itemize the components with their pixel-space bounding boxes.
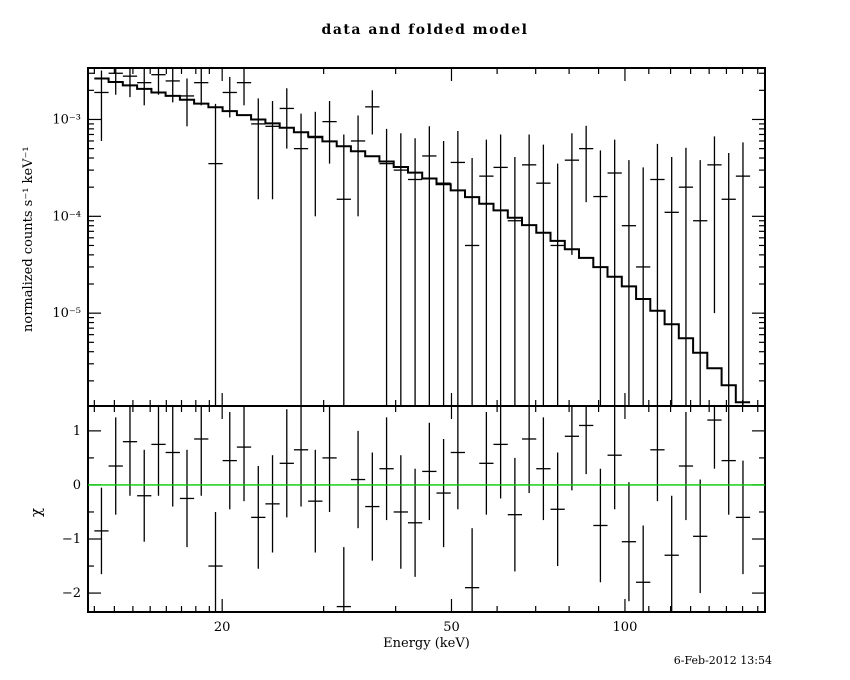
plot-title: data and folded model bbox=[321, 22, 529, 38]
svg-text:50: 50 bbox=[443, 620, 460, 635]
svg-text:100: 100 bbox=[613, 620, 638, 635]
x-axis-label: Energy (keV) bbox=[383, 636, 470, 651]
svg-text:20: 20 bbox=[214, 620, 231, 635]
svg-text:1: 1 bbox=[73, 424, 81, 439]
svg-text:10⁻⁴: 10⁻⁴ bbox=[52, 209, 81, 224]
svg-text:−1: −1 bbox=[62, 532, 81, 547]
svg-text:10⁻⁵: 10⁻⁵ bbox=[52, 306, 81, 321]
svg-text:10⁻³: 10⁻³ bbox=[52, 112, 81, 127]
timestamp: 6-Feb-2012 13:54 bbox=[673, 654, 772, 667]
svg-text:−2: −2 bbox=[62, 586, 81, 601]
svg-text:0: 0 bbox=[73, 478, 81, 493]
